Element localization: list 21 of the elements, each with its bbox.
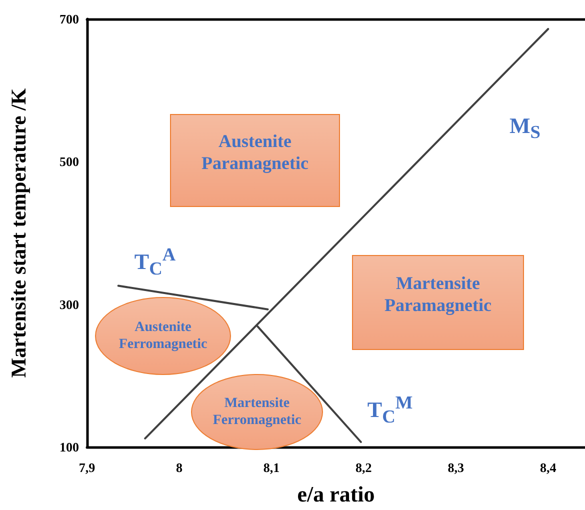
y-tick-label: 700 (60, 12, 79, 26)
shaded-oval: Austenite Ferromagnetic (95, 297, 231, 375)
x-tick-label: 8,4 (540, 460, 557, 475)
x-tick-label: 8 (176, 460, 183, 475)
y-tick-label: 500 (60, 154, 79, 170)
shaded-box: Martensite Paramagnetic (352, 254, 524, 350)
y-axis-title: Martensite start temperature /K (6, 88, 30, 378)
y-tick-label: 300 (60, 296, 79, 312)
x-tick-label: 8,3 (448, 460, 465, 475)
annotation: Martensite Ferromagnetic (212, 394, 302, 430)
x-tick-label: 7,9 (78, 460, 96, 475)
y-tick-label: 100 (60, 440, 79, 454)
annotation: Austenite Ferromagnetic (118, 318, 208, 354)
shaded-oval: Martensite Ferromagnetic (191, 374, 323, 450)
x-axis-title: e/a ratio (297, 482, 375, 506)
x-tick-label: 8,1 (263, 460, 280, 475)
shaded-box: Austenite Paramagnetic (170, 114, 340, 206)
annotation: M$_{S}$ (510, 112, 540, 144)
annotation: Austenite Paramagnetic (202, 130, 308, 174)
annotation: Martensite Paramagnetic (384, 272, 492, 316)
x-tick-label: 8,2 (356, 460, 372, 475)
